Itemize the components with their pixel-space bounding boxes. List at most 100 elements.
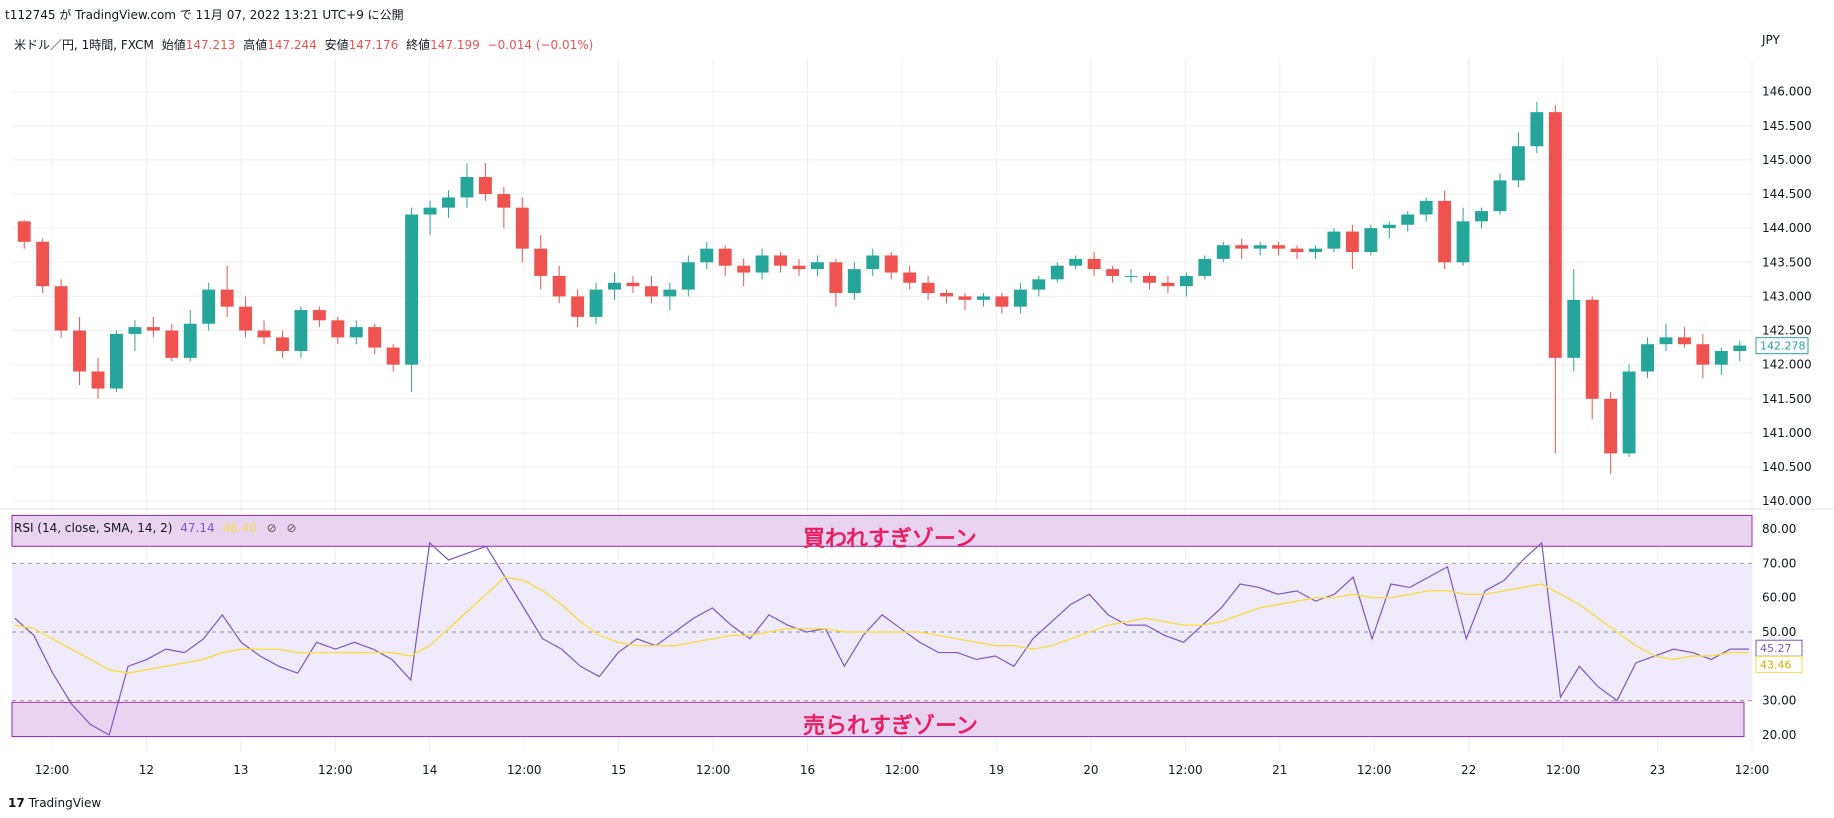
candle-body [146,327,160,331]
close-label: 終値 [406,38,431,52]
x-tick-label: 12:00 [318,763,353,777]
candle-body [977,296,990,300]
candle-body [110,333,123,389]
candle-body [1272,245,1286,249]
candle-body [1382,224,1396,229]
candle-body [1050,265,1064,280]
price-tick-label: 141.500 [1762,392,1812,406]
candle-body [220,289,234,307]
overbought-zone-label: 買われすぎゾーン [803,527,977,552]
candle-body [1327,231,1341,249]
price-tick-label: 140.000 [1762,494,1812,508]
price-tick-label: 146.000 [1762,85,1812,99]
last-price-badge [1755,337,1809,355]
x-tick-label: 12:00 [35,763,70,777]
candle-body [663,289,677,297]
candle-body [1696,344,1710,365]
candle-body [405,214,419,365]
candle-body [349,327,363,338]
candle-body [1548,112,1562,358]
candle-body [1604,398,1618,454]
candle-body [1714,351,1728,365]
candle-body [1309,248,1322,253]
candle-body [1013,289,1027,307]
candle-body [552,275,566,297]
open-value: 147.213 [185,38,236,52]
candle-body [1475,211,1488,222]
candle-body [239,306,253,331]
change-value: −0.014 (−0.01%) [487,38,594,52]
candle-body [884,255,898,273]
candle-body [183,323,197,358]
x-tick-label: 19 [989,763,1004,777]
candle-body [1511,146,1525,181]
candle-body [1622,371,1636,454]
candle-body [497,194,511,208]
candle-body [608,282,621,290]
rsi-sma-label: 43.46 [1760,658,1792,671]
x-tick-label: 13 [233,763,248,777]
candle-body [1161,282,1175,287]
candle-body [1641,344,1654,372]
candle-body [1290,248,1304,253]
candle-body [958,296,972,300]
x-tick-label: 12:00 [1357,763,1392,777]
candle-body [755,255,769,273]
candle-body [1345,231,1359,253]
candle-body [36,241,50,287]
rsi-sma-badge [1755,655,1803,673]
candle-body [737,265,751,273]
candle-body [1677,337,1691,345]
x-tick-label: 22 [1461,763,1476,777]
x-tick-label: 12:00 [1546,763,1581,777]
footer-brand[interactable]: 17 TradingView [8,796,101,810]
rsi-value-label: 45.27 [1760,642,1792,655]
candle-body [1069,258,1083,266]
candle-body [644,286,658,297]
candle-body [1659,337,1673,345]
x-tick-label: 12 [139,763,154,777]
price-tick-label: 142.000 [1762,358,1812,372]
publish-info: t112745 が TradingView.com で 11月 07, 2022… [5,8,404,22]
candle-body [423,207,437,215]
candle-body [1493,180,1507,212]
oversold-zone-box [11,701,1745,738]
currency-label: JPY [1761,33,1781,47]
x-tick-label: 12:00 [885,763,920,777]
rsi-series-line [14,541,1749,736]
candle-body [1456,221,1470,263]
visibility-icon[interactable]: ⊘ [266,521,277,535]
candle-body [386,347,400,365]
price-tick-label: 143.500 [1762,255,1812,269]
candle-body [1235,245,1249,249]
candle-body [331,320,345,338]
candle-body [17,221,31,242]
overbought-zone-box [11,514,1753,547]
candle-body [774,255,787,266]
candle-body [257,330,271,338]
candle-body [312,310,326,321]
price-tick-label: 142.500 [1762,324,1812,338]
candle-body [940,293,954,297]
rsi-label: RSI (14, close, SMA, 14, 2) [14,521,173,535]
candle-body [792,265,806,270]
high-label: 高値 [243,38,268,52]
candle-body [626,282,640,287]
settings-hide-icon[interactable]: ⊘ [286,521,297,535]
candle-body [478,176,492,195]
x-tick-label: 20 [1083,763,1098,777]
tradingview-logo-icon: 17 [8,796,25,810]
candle-body [1438,200,1452,263]
candle-body [1253,245,1267,249]
price-tick-label: 143.000 [1762,289,1812,303]
candle-body [442,197,455,208]
symbol-label: 米ドル／円, 1時間, FXCM [14,38,154,52]
candle-body [681,262,695,290]
close-value: 147.199 [430,38,480,52]
x-tick-label: 12:00 [1735,763,1770,777]
candle-body [1567,299,1581,358]
rsi-tick-label: 30.00 [1762,694,1796,708]
rsi-series-line [14,576,1749,674]
candle-body [73,330,87,372]
